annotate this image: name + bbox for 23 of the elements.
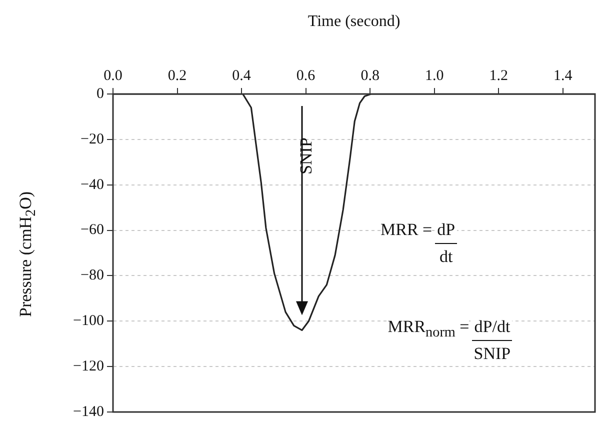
x-axis-title: Time (second) [308, 12, 400, 30]
x-tick-label: 1.2 [489, 68, 508, 84]
y-tick-label: −120 [73, 358, 104, 375]
annotation: MRR$_{norm}$ = [388, 316, 470, 342]
annotation: MRR = [380, 220, 432, 240]
annotation: dP/dt [472, 316, 512, 341]
y-tick-label: −40 [80, 176, 104, 193]
y-tick-label: −60 [80, 222, 104, 238]
y-tick-label: 0 [96, 86, 104, 102]
y-tick-label: −140 [73, 404, 104, 420]
x-tick-label: 0.4 [232, 68, 252, 84]
x-tick-label: 0.2 [168, 68, 187, 84]
annotation: dt [440, 244, 453, 267]
x-tick-label: 0.0 [104, 68, 122, 84]
annotation: dP [435, 220, 458, 244]
x-tick-label: 1.4 [553, 68, 573, 84]
annotation: SNIP [474, 340, 511, 364]
y-tick-label: −80 [80, 268, 104, 284]
x-tick-label: 0.8 [360, 68, 380, 84]
y-tick-label: −100 [73, 313, 104, 330]
x-tick-label: 0.6 [296, 68, 316, 84]
x-tick-label: 1.0 [424, 68, 444, 84]
y-tick-label: −20 [80, 131, 104, 148]
